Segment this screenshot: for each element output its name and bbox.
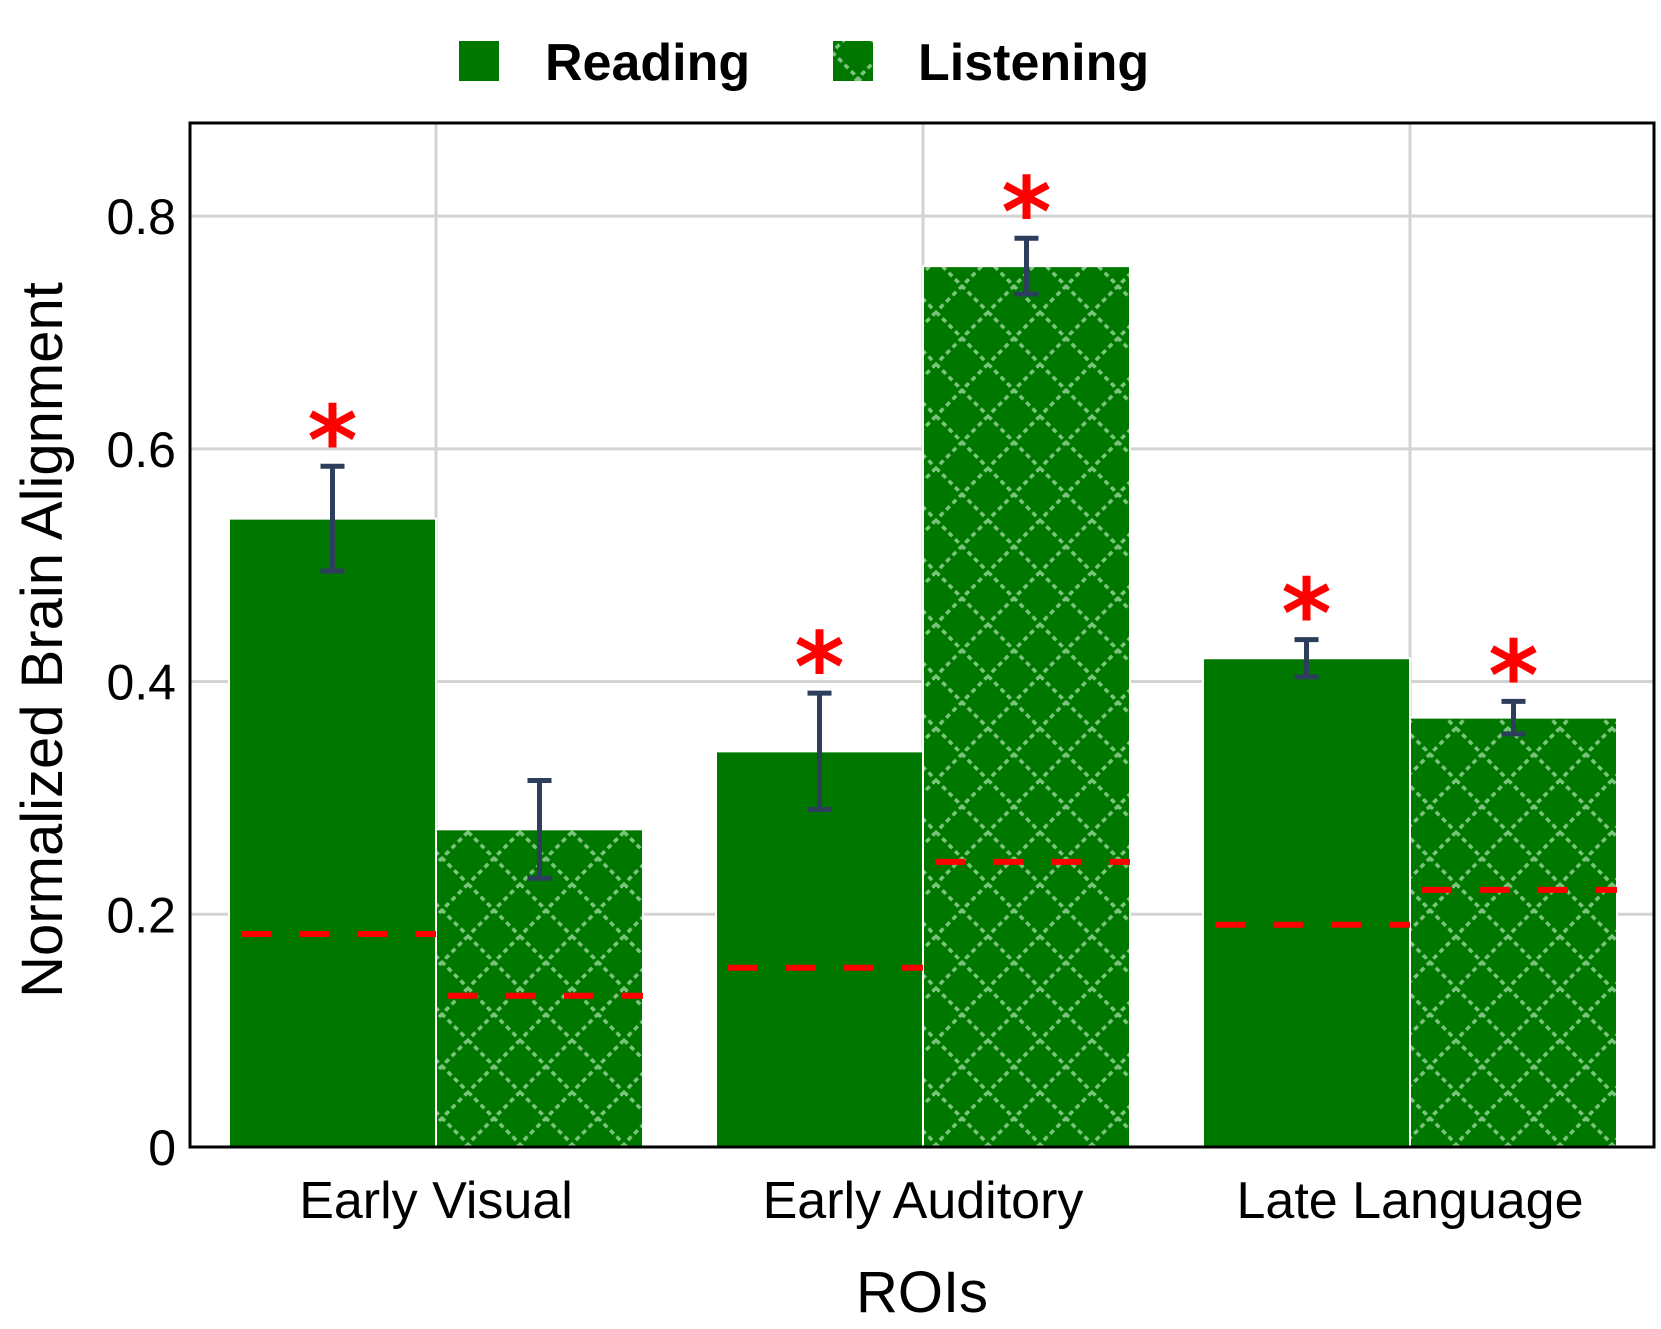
significance-star: * [1281, 559, 1331, 671]
bar-reading-1 [228, 517, 437, 1148]
x-axis-title: ROIs [856, 1260, 988, 1325]
legend: Reading Listening [459, 34, 1149, 92]
significance-star: * [794, 612, 844, 724]
error-bar-listening-3 [1501, 698, 1526, 737]
plot-frame [188, 121, 1656, 1149]
x-tick-label: Early Auditory [763, 1172, 1084, 1230]
significance-star: * [307, 385, 357, 497]
error-bar-reading-2 [807, 690, 832, 813]
error-bar-listening-1 [527, 777, 552, 881]
bar-listening-1 [435, 828, 644, 1148]
significance-markers: * * * * * [307, 157, 1538, 732]
legend-swatch [459, 41, 499, 81]
legend-label: Listening [918, 34, 1149, 92]
error-bars [320, 235, 1526, 881]
y-tick-label: 0.6 [106, 422, 176, 478]
legend-label: Reading [545, 34, 750, 92]
y-axis-title: Normalized Brain Alignment [10, 282, 75, 998]
bar-listening-3 [1409, 716, 1618, 1148]
bar-reading-3 [1202, 657, 1411, 1148]
bars [228, 265, 1618, 1148]
significance-star: * [1001, 157, 1051, 269]
y-tick-label: 0 [148, 1120, 176, 1176]
bar-reading-2 [715, 750, 924, 1148]
error-bar-reading-1 [320, 463, 345, 574]
significance-star: * [1488, 620, 1538, 732]
y-tick-label: 0.2 [106, 887, 176, 943]
y-tick-label: 0.4 [106, 655, 176, 711]
error-bar-listening-2 [1014, 235, 1039, 297]
bar-listening-2 [922, 265, 1131, 1148]
y-tick-label: 0.8 [106, 189, 176, 245]
error-bar-reading-3 [1294, 637, 1319, 680]
x-tick-label: Early Visual [299, 1172, 573, 1230]
legend-swatch [833, 41, 873, 81]
legend-item-listening: Listening [833, 34, 1149, 92]
x-tick-labels: Early Visual Early Auditory Late Language [299, 1172, 1583, 1230]
legend-item-reading: Reading [459, 34, 750, 92]
x-tick-label: Late Language [1236, 1172, 1583, 1230]
y-tick-labels: 0 0.2 0.4 0.6 0.8 [106, 189, 176, 1176]
